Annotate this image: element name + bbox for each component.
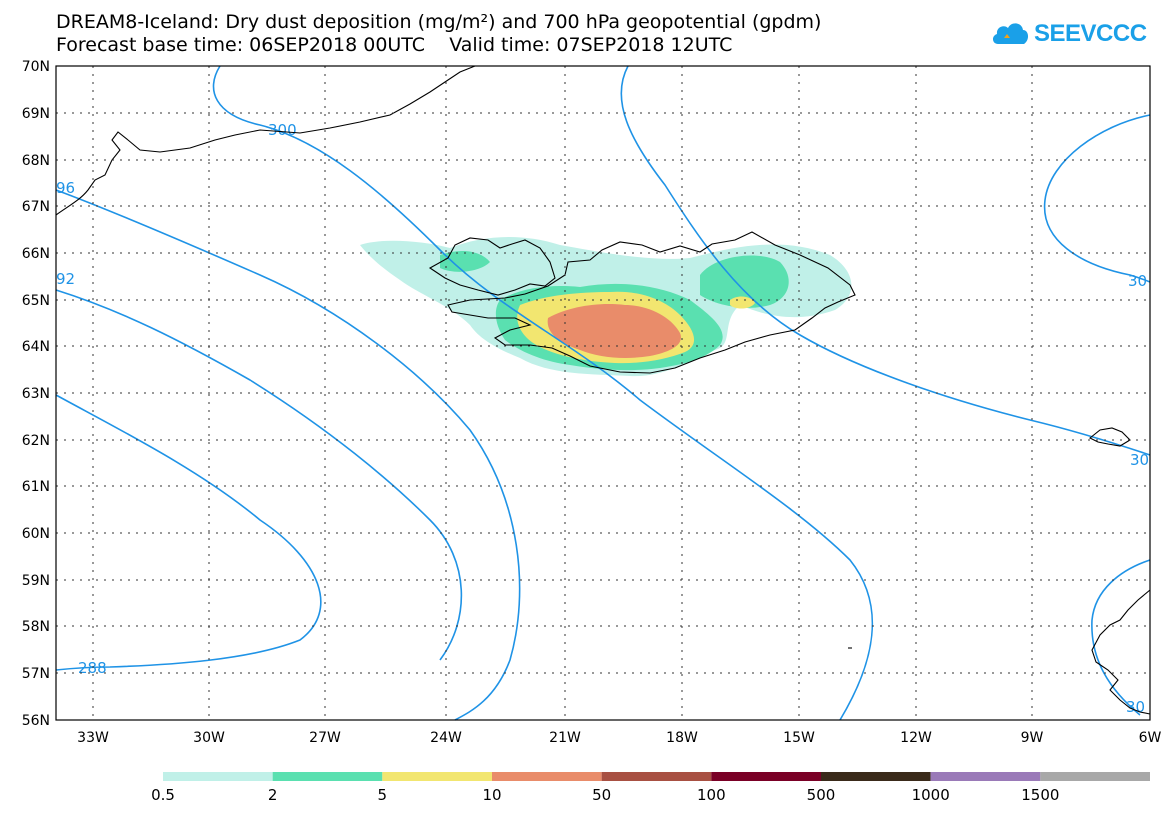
graticule [56, 66, 1150, 720]
legend-label: 500 [807, 786, 836, 804]
lat-label: 69N [22, 106, 50, 122]
lat-label: 68N [22, 153, 50, 169]
legend-label: 0.5 [151, 786, 175, 804]
legend-swatch [1040, 772, 1150, 781]
lat-label: 59N [22, 573, 50, 589]
legend-label: 1000 [912, 786, 950, 804]
contour-label-300-right-b: 30 [1130, 451, 1149, 469]
contour-labels: 300 96 92 288 30 30 30 [56, 121, 1149, 716]
legend-swatch [930, 772, 1041, 781]
coastlines [55, 65, 1151, 715]
lon-label: 15W [783, 730, 815, 746]
legend-swatch [711, 772, 821, 781]
contour-label-288: 288 [78, 659, 107, 677]
lon-label: 21W [549, 730, 581, 746]
legend-swatch [601, 772, 712, 781]
lon-label: 18W [666, 730, 698, 746]
logo-text: SEEVCCC [1034, 20, 1147, 47]
map-subtitle: Forecast base time: 06SEP2018 00UTC Vali… [56, 34, 733, 56]
lat-label: 70N [22, 59, 50, 75]
lat-label: 58N [22, 619, 50, 635]
lat-label: 63N [22, 386, 50, 402]
map-frame [55, 65, 1151, 721]
latitude-labels: 70N 69N 68N 67N 66N 65N 64N 63N 62N 61N … [22, 59, 50, 729]
lon-label: 6W [1139, 730, 1162, 746]
legend-colorbar [163, 772, 1150, 781]
contour-label-296: 96 [56, 179, 75, 197]
contour-label-300-top: 300 [268, 121, 297, 139]
legend-label: 100 [697, 786, 726, 804]
lon-label: 9W [1021, 730, 1044, 746]
longitude-labels: 33W 30W 27W 24W 21W 18W 15W 12W 9W 6W [77, 730, 1161, 746]
lat-label: 56N [22, 713, 50, 729]
lon-label: 30W [193, 730, 225, 746]
lat-label: 61N [22, 479, 50, 495]
lat-label: 57N [22, 666, 50, 682]
contour-label-292: 92 [56, 270, 75, 288]
lon-label: 24W [430, 730, 462, 746]
legend-swatch [163, 772, 273, 781]
legend-swatch [492, 772, 602, 781]
cloud-icon [990, 18, 1030, 50]
legend-labels: 0.5 2 5 10 50 100 500 1000 1500 [151, 786, 1059, 804]
legend-label: 10 [482, 786, 501, 804]
lat-label: 60N [22, 526, 50, 542]
seevccc-logo: SEEVCCC [990, 18, 1147, 50]
lat-label: 62N [22, 433, 50, 449]
lat-label: 67N [22, 199, 50, 215]
lat-label: 64N [22, 339, 50, 355]
lat-label: 65N [22, 293, 50, 309]
contour-label-300-bottom-right: 30 [1126, 698, 1145, 716]
dust-deposition-shading [360, 236, 852, 377]
legend-swatch [821, 772, 931, 781]
lon-label: 12W [900, 730, 932, 746]
lat-label: 66N [22, 246, 50, 262]
lon-label: 27W [309, 730, 341, 746]
legend-swatch [272, 772, 383, 781]
legend-label: 5 [378, 786, 388, 804]
legend-label: 50 [592, 786, 611, 804]
legend-label: 1500 [1021, 786, 1059, 804]
legend-swatch [382, 772, 492, 781]
lon-label: 33W [77, 730, 109, 746]
legend-label: 2 [268, 786, 278, 804]
contour-label-300-right-a: 30 [1128, 272, 1147, 290]
map-title: DREAM8-Iceland: Dry dust deposition (mg/… [56, 11, 822, 33]
